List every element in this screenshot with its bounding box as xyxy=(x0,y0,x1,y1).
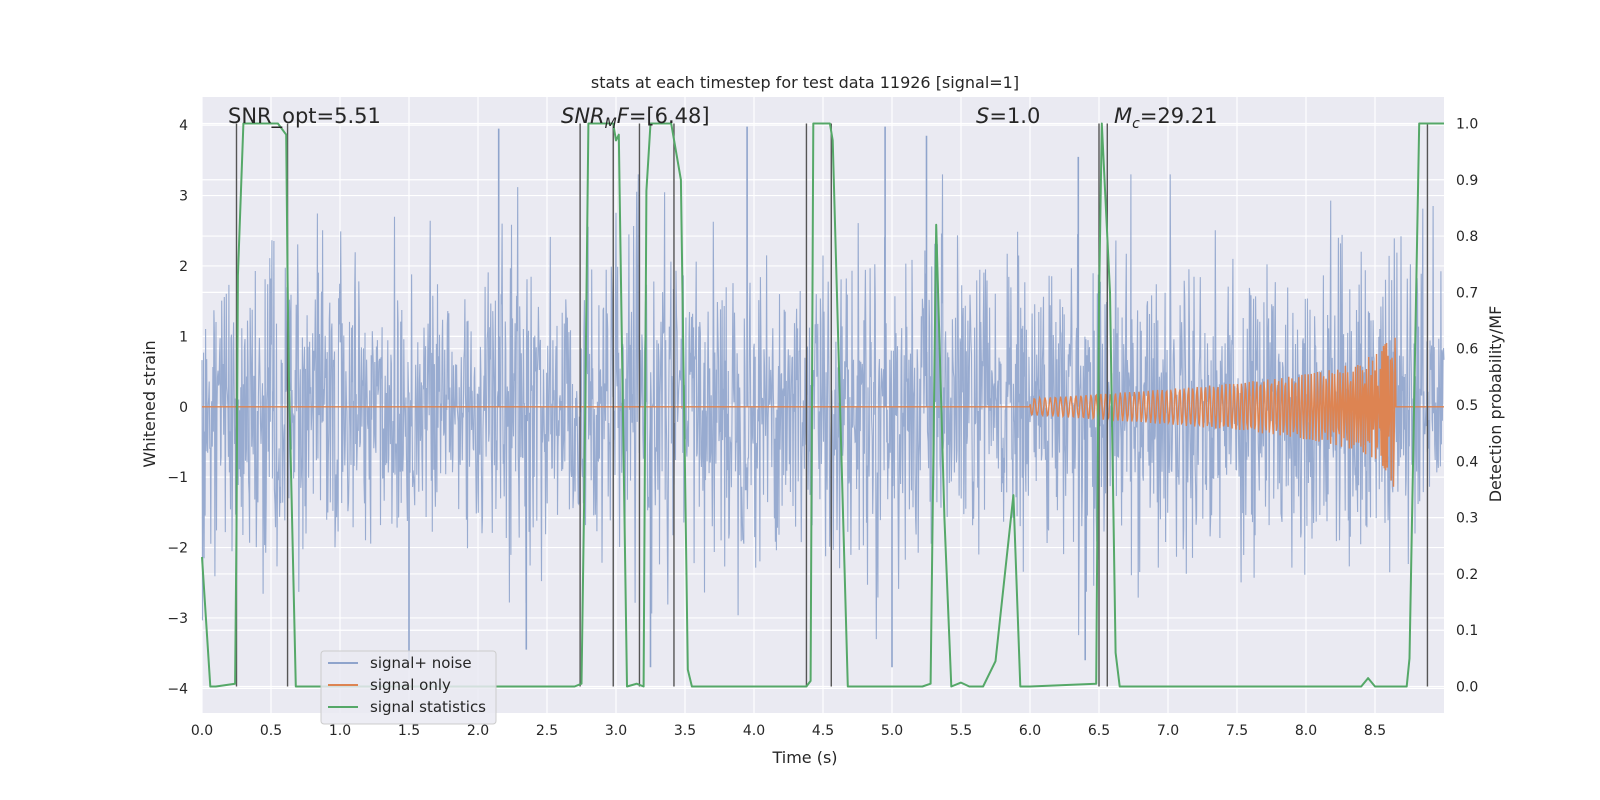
y2-tick-label: 0.5 xyxy=(1456,398,1478,414)
mc-value: =29.21 xyxy=(1140,104,1218,128)
y2-tick-label: 0.9 xyxy=(1456,173,1478,189)
x-tick-label: 0.0 xyxy=(191,723,213,739)
legend-label-noise: signal+ noise xyxy=(370,654,472,672)
s-annotation: S=1.0 xyxy=(976,104,1040,128)
x-tick-label: 0.5 xyxy=(260,723,282,739)
snr-mf-f: F xyxy=(617,104,630,128)
legend-label-stats: signal statistics xyxy=(370,698,486,716)
s-symbol: S xyxy=(976,104,989,128)
snr-opt-annotation: SNR_opt=5.51 xyxy=(228,104,381,129)
x-tick-label: 5.5 xyxy=(950,723,972,739)
mc-subscript: c xyxy=(1132,116,1140,132)
series-signal-only xyxy=(202,337,1444,487)
y2-tick-label: 1.0 xyxy=(1456,116,1478,132)
x-tick-label: 2.0 xyxy=(467,723,489,739)
y-tick-label: 1 xyxy=(179,329,188,345)
y2-tick-label: 0.2 xyxy=(1456,567,1478,583)
y2-tick-label: 0.8 xyxy=(1456,229,1478,245)
s-value: =1.0 xyxy=(989,104,1040,128)
y-tick-label: 4 xyxy=(179,118,188,134)
x-tick-label: 6.5 xyxy=(1088,723,1110,739)
x-tick-label: 1.5 xyxy=(398,723,420,739)
mc-annotation: Mc=29.21 xyxy=(1114,104,1218,132)
snr-mf-value: =[6.48] xyxy=(629,104,710,128)
x-tick-label: 8.5 xyxy=(1364,723,1386,739)
x-tick-label: 2.5 xyxy=(536,723,558,739)
y-tick-label: 2 xyxy=(179,259,188,275)
snr-mf-symbol: SNR xyxy=(561,104,605,128)
y2-tick-label: 0.6 xyxy=(1456,342,1478,358)
x-tick-label: 7.5 xyxy=(1226,723,1248,739)
y2-tick-label: 0.7 xyxy=(1456,285,1478,301)
x-axis-label: Time (s) xyxy=(771,748,837,767)
snr-mf-annotation: SNRMF=[6.48] xyxy=(561,104,710,132)
y2-tick-label: 0.0 xyxy=(1456,680,1478,696)
y-tick-label: −4 xyxy=(167,681,188,697)
y-tick-label: −3 xyxy=(167,611,188,627)
y-tick-label: 3 xyxy=(179,189,188,205)
x-tick-label: 8.0 xyxy=(1295,723,1317,739)
x-tick-label: 6.0 xyxy=(1019,723,1041,739)
x-tick-label: 3.5 xyxy=(674,723,696,739)
x-tick-label: 1.0 xyxy=(329,723,351,739)
legend-box xyxy=(320,650,497,725)
snr-mf-subscript: M xyxy=(605,116,617,132)
y-axis-label: Whitened strain xyxy=(140,340,159,467)
legend: signal+ noise signal only signal statist… xyxy=(320,650,497,725)
x-tick-label: 4.5 xyxy=(812,723,834,739)
x-tick-label: 3.0 xyxy=(605,723,627,739)
x-tick-label: 7.0 xyxy=(1157,723,1179,739)
y2-axis-label: Detection probability/MF xyxy=(1486,306,1505,503)
y2-tick-label: 0.3 xyxy=(1456,511,1478,527)
x-tick-label: 5.0 xyxy=(881,723,903,739)
legend-label-signal: signal only xyxy=(370,676,451,694)
y-tick-label: 0 xyxy=(179,400,188,416)
chart-title: stats at each timestep for test data 119… xyxy=(591,73,1019,92)
y-tick-label: −1 xyxy=(167,470,188,486)
y-tick-label: −2 xyxy=(167,541,188,557)
y2-tick-label: 0.1 xyxy=(1456,623,1478,639)
y2-tick-label: 0.4 xyxy=(1456,454,1478,470)
mc-symbol: M xyxy=(1114,104,1132,128)
x-tick-label: 4.0 xyxy=(743,723,765,739)
